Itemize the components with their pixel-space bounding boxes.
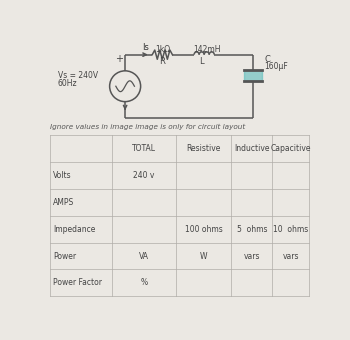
Text: VA: VA	[139, 252, 149, 260]
Text: Power Factor: Power Factor	[53, 278, 102, 287]
Text: %: %	[140, 278, 147, 287]
Text: Resistive: Resistive	[186, 144, 220, 153]
Text: Volts: Volts	[53, 171, 72, 180]
Text: Capacitive: Capacitive	[270, 144, 311, 153]
Text: 160μF: 160μF	[265, 63, 288, 71]
Text: Impedance: Impedance	[53, 224, 96, 234]
Text: 142mH: 142mH	[194, 45, 221, 54]
Text: TOTAL: TOTAL	[132, 144, 156, 153]
Text: Vs = 240V: Vs = 240V	[58, 71, 98, 80]
Text: 60Hz: 60Hz	[58, 79, 77, 88]
Text: vars: vars	[282, 252, 299, 260]
Text: 240 v: 240 v	[133, 171, 154, 180]
Text: C: C	[265, 55, 271, 64]
Text: 10  ohms: 10 ohms	[273, 224, 308, 234]
Text: AMPS: AMPS	[53, 198, 74, 207]
Text: 1kΩ: 1kΩ	[155, 45, 170, 54]
Text: W: W	[199, 252, 207, 260]
Text: Inductive: Inductive	[234, 144, 270, 153]
Text: R: R	[159, 57, 165, 66]
Text: 5  ohms: 5 ohms	[237, 224, 267, 234]
Text: +: +	[115, 53, 123, 64]
Text: vars: vars	[244, 252, 260, 260]
Text: Is: Is	[142, 43, 149, 52]
Text: 100 ohms: 100 ohms	[184, 224, 222, 234]
Text: Power: Power	[53, 252, 76, 260]
Text: Ignore values in image image is only for circuit layout: Ignore values in image image is only for…	[50, 124, 245, 130]
Text: L: L	[199, 57, 203, 66]
